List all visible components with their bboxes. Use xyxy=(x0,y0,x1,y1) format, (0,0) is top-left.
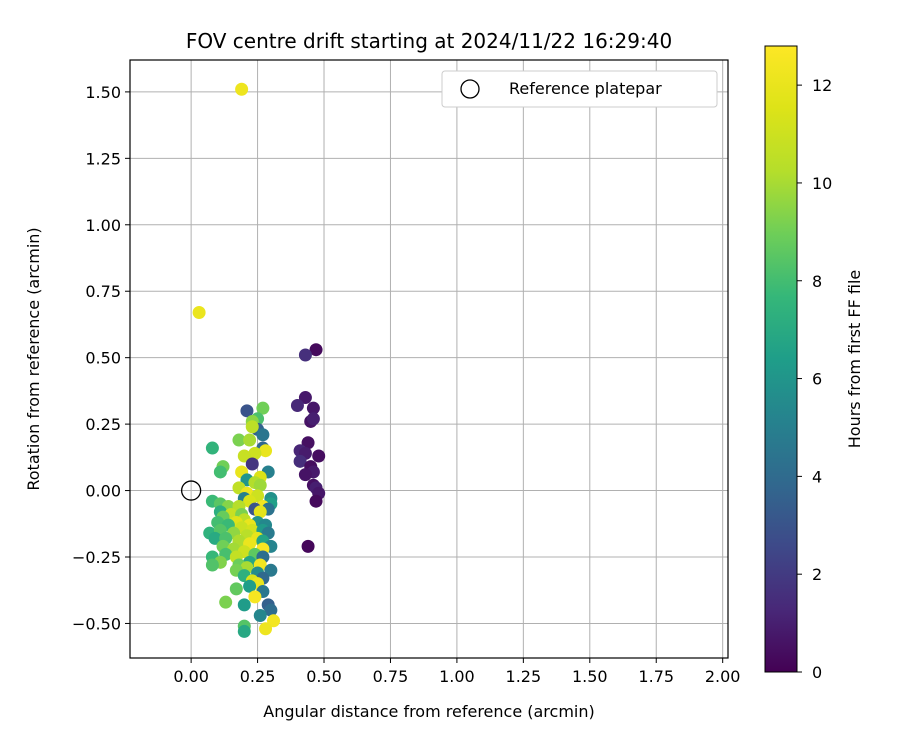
colorbar-tick-label: 2 xyxy=(812,565,822,584)
y-tick-label: 0.50 xyxy=(85,349,121,368)
data-point xyxy=(301,539,315,553)
x-tick-label: 0.50 xyxy=(306,667,342,686)
data-point xyxy=(253,505,267,519)
x-tick-label: 0.75 xyxy=(373,667,409,686)
x-tick-label: 2.00 xyxy=(705,667,741,686)
x-tick-label: 1.00 xyxy=(439,667,475,686)
data-point xyxy=(306,412,320,426)
data-point xyxy=(235,82,249,96)
data-point xyxy=(259,622,273,636)
data-point xyxy=(243,579,257,593)
legend-box xyxy=(441,70,718,108)
x-tick-label: 1.25 xyxy=(506,667,542,686)
legend-entry-reference: Reference platepar xyxy=(509,79,662,98)
data-point xyxy=(253,608,267,622)
data-point xyxy=(312,449,326,463)
data-point xyxy=(248,446,262,460)
y-tick-label: 1.25 xyxy=(85,149,121,168)
data-point xyxy=(309,494,323,508)
data-point xyxy=(264,603,278,617)
data-point xyxy=(237,624,251,638)
colorbar-tick-label: 6 xyxy=(812,370,822,389)
colorbar-tick-label: 8 xyxy=(812,272,822,291)
data-point xyxy=(267,614,281,628)
y-tick-label: 0.00 xyxy=(85,482,121,501)
data-point xyxy=(306,401,320,415)
colorbar-tick-label: 4 xyxy=(812,467,822,486)
colorbar-tick-label: 0 xyxy=(812,663,822,682)
data-point xyxy=(259,444,273,458)
y-tick-label: 1.50 xyxy=(85,83,121,102)
data-point xyxy=(243,433,257,447)
x-tick-label: 1.75 xyxy=(638,667,674,686)
colorbar-ticks: 0 2 4 6 8 10 12 xyxy=(797,76,832,682)
data-point xyxy=(256,428,270,442)
data-point xyxy=(248,590,262,604)
data-point xyxy=(298,391,312,405)
x-tick-label: 0.00 xyxy=(173,667,209,686)
data-point xyxy=(245,420,259,434)
data-point xyxy=(229,582,243,596)
y-tick-label: 0.25 xyxy=(85,415,121,434)
x-axis-label: Angular distance from reference (arcmin) xyxy=(263,702,594,721)
grid-lines xyxy=(130,60,728,658)
legend: Reference platepar xyxy=(441,70,718,108)
data-point xyxy=(219,595,233,609)
data-point xyxy=(298,348,312,362)
x-tick-label: 0.25 xyxy=(240,667,276,686)
data-point xyxy=(232,433,246,447)
colorbar-tick-label: 12 xyxy=(812,76,832,95)
y-axis-label: Rotation from reference (arcmin) xyxy=(24,227,43,490)
y-tick-label: 1.00 xyxy=(85,216,121,235)
data-point xyxy=(237,598,251,612)
data-point xyxy=(290,399,304,413)
data-point xyxy=(253,478,267,492)
data-point xyxy=(301,436,315,450)
colorbar: 0 2 4 6 8 10 12 Hours from first FF file xyxy=(764,45,864,682)
data-point xyxy=(264,563,278,577)
data-point xyxy=(205,441,219,455)
data-point xyxy=(208,531,222,545)
data-point xyxy=(256,401,270,415)
x-tick-label: 1.50 xyxy=(572,667,608,686)
data-point xyxy=(192,305,206,319)
data-point xyxy=(298,468,312,482)
data-point xyxy=(245,457,259,471)
legend-reference-marker xyxy=(460,79,480,99)
colorbar-gradient xyxy=(764,45,798,673)
y-tick-label: −0.50 xyxy=(72,614,121,633)
plot-frame xyxy=(129,59,729,659)
reference-marker-group xyxy=(180,480,202,501)
colorbar-tick-label: 10 xyxy=(812,174,832,193)
data-point xyxy=(213,465,227,479)
data-point xyxy=(293,454,307,468)
y-tick-label: −0.25 xyxy=(72,548,121,567)
data-point xyxy=(237,449,251,463)
colorbar-label: Hours from first FF file xyxy=(845,270,864,449)
chart-title: FOV centre drift starting at 2024/11/22 … xyxy=(186,29,672,53)
data-points xyxy=(192,82,326,638)
data-point xyxy=(240,404,254,418)
x-axis-ticks: 0.00 0.25 0.50 0.75 1.00 1.25 1.50 1.75 2.00 xyxy=(173,658,740,686)
data-point xyxy=(309,343,323,357)
data-point xyxy=(205,558,219,572)
y-tick-label: 0.75 xyxy=(85,282,121,301)
y-axis-ticks: 1.50 1.25 1.00 0.75 0.50 0.25 0.00 −0.25 −0.50 xyxy=(72,83,130,633)
reference-platepar-marker xyxy=(180,480,202,501)
